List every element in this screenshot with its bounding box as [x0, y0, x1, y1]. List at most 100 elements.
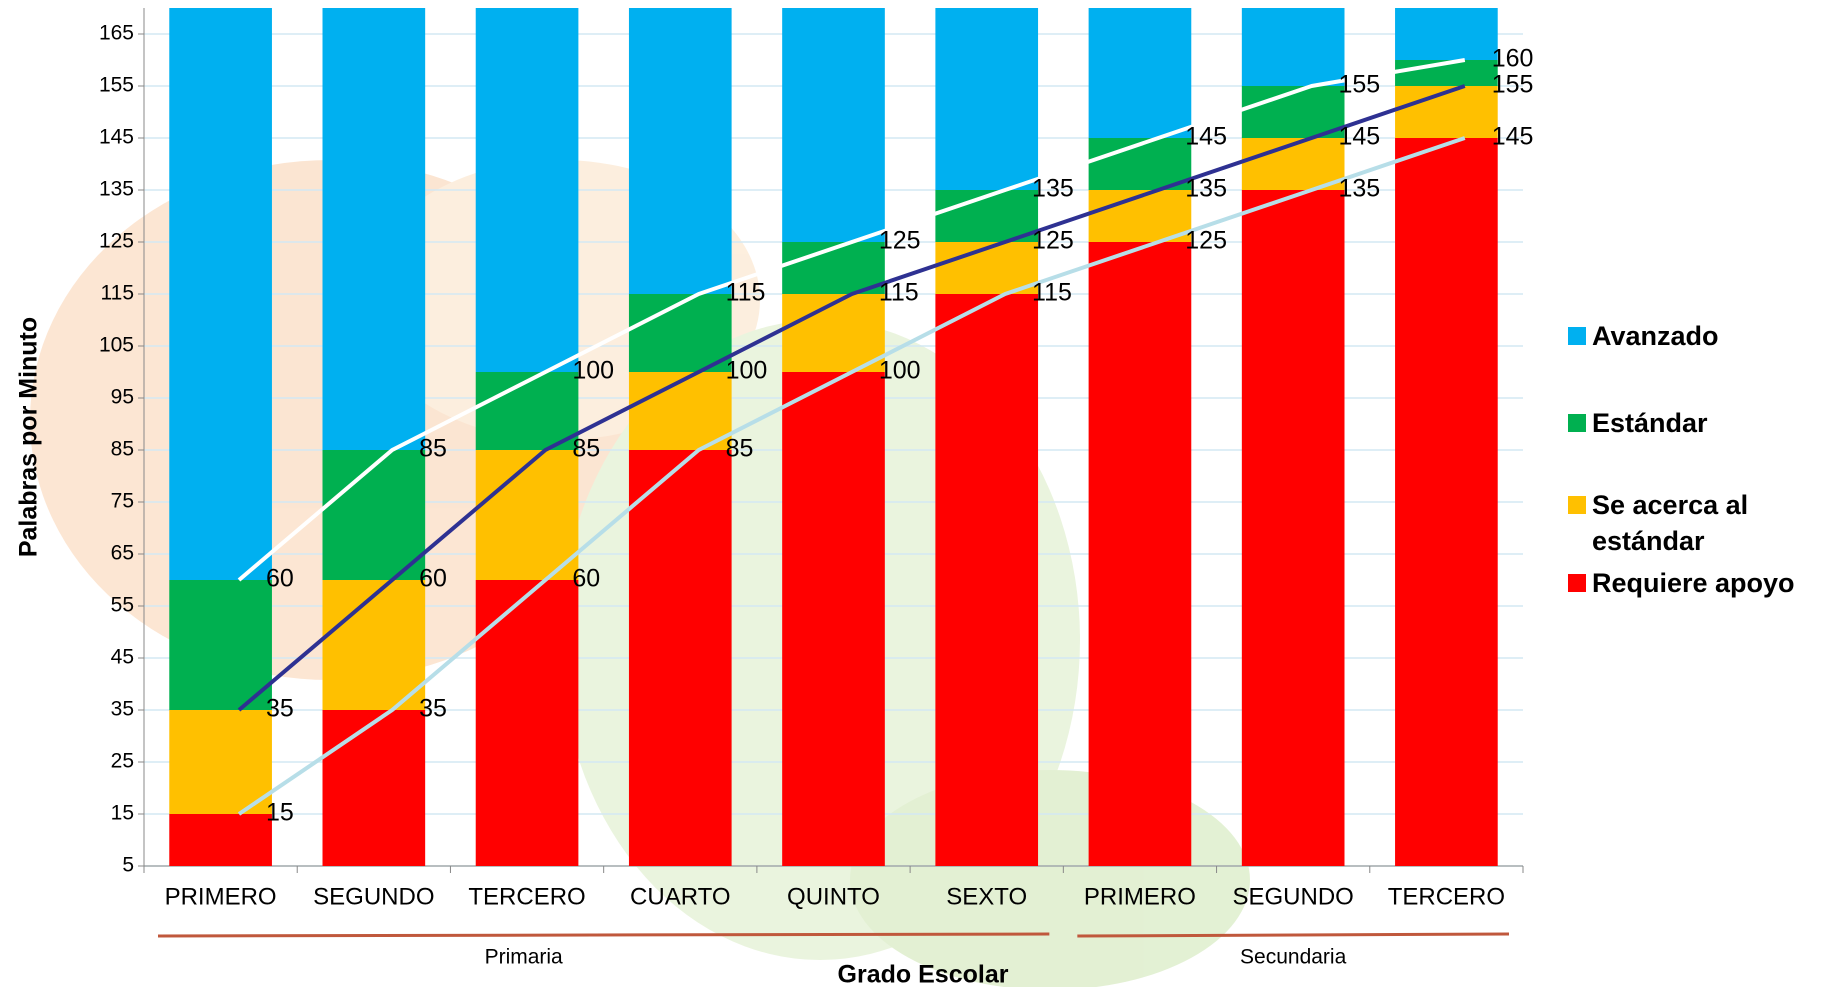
bar-segment [1088, 242, 1192, 866]
data-label: 85 [419, 435, 447, 463]
bar-segment [935, 294, 1039, 866]
legend-item: Avanzado [1568, 318, 1828, 354]
group-label: Primaria [485, 946, 563, 969]
bar-segment [1395, 138, 1498, 866]
data-label: 160 [1492, 45, 1534, 73]
bar-segment [475, 372, 579, 450]
legend-swatch [1568, 496, 1586, 514]
x-tick-label: TERCERO [1388, 883, 1505, 910]
data-label: 100 [726, 357, 768, 385]
legend-label: Estándar [1592, 408, 1708, 438]
y-axis-title: Palabras por Minuto [15, 317, 43, 557]
data-label: 155 [1338, 71, 1380, 99]
legend-swatch [1568, 327, 1586, 345]
bar-segment [782, 372, 885, 866]
data-label: 60 [266, 565, 294, 593]
legend-item: Requiere apoyo [1568, 565, 1828, 601]
group-line [1077, 932, 1510, 938]
bar-segment [628, 450, 732, 866]
bar-segment [1241, 138, 1345, 190]
x-tick-label: TERCERO [468, 883, 585, 910]
x-tick-label: SEGUNDO [1232, 883, 1353, 910]
data-label: 125 [1185, 227, 1227, 255]
data-label: 100 [879, 357, 921, 385]
data-label: 145 [1185, 123, 1227, 151]
data-label: 115 [726, 279, 766, 307]
bar-segment [935, 242, 1039, 294]
labels: 5 15 25 35 45 55 65 75 85 95 105 115 125 135 145 155 165… [99, 22, 1533, 969]
data-label: 135 [1338, 175, 1380, 203]
bars [169, 8, 1498, 866]
y-tick-label: 105 [99, 334, 134, 357]
x-axis-title: Grado Escolar [838, 961, 1009, 987]
data-label: 85 [572, 435, 600, 463]
bar-segment [322, 580, 426, 710]
y-tick-label: 45 [111, 646, 134, 669]
bar-segment [169, 710, 272, 814]
y-tick-label: 5 [122, 854, 134, 877]
bar-segment [935, 190, 1039, 242]
bar-segment [1241, 190, 1345, 866]
data-label: 115 [879, 279, 919, 307]
bar-segment [782, 294, 885, 372]
legend-label: Se acerca al estándar [1592, 490, 1749, 556]
data-label: 60 [572, 565, 600, 593]
bar-segment [1395, 8, 1498, 60]
y-tick-label: 85 [111, 438, 134, 461]
lines [237, 58, 1466, 816]
y-tick-label: 115 [101, 282, 134, 305]
data-label: 155 [1492, 71, 1534, 99]
bar-segment [628, 372, 732, 450]
x-tick-label: SEGUNDO [313, 883, 434, 910]
bar-segment [1088, 138, 1192, 190]
y-tick-label: 35 [111, 698, 134, 721]
bar-segment [1088, 8, 1192, 138]
y-tick-label: 95 [111, 386, 134, 409]
data-label: 125 [1032, 227, 1074, 255]
threshold-line [237, 58, 1466, 582]
legend: Avanzado Estándar Se acerca al estándar Req… [1568, 318, 1828, 601]
threshold-line [237, 136, 1466, 816]
legend-swatch [1568, 574, 1586, 592]
x-tick-label: PRIMERO [165, 883, 277, 910]
bar-segment [782, 242, 885, 294]
group-line [157, 932, 1050, 938]
y-tick-label: 25 [111, 750, 134, 773]
y-tick-label: 125 [99, 230, 134, 253]
bar-segment [1241, 86, 1345, 138]
bar-segment [322, 450, 426, 580]
data-label: 35 [419, 695, 447, 723]
y-tick-label: 165 [99, 22, 134, 45]
y-tick-label: 135 [99, 178, 134, 201]
bar-segment [169, 580, 272, 710]
data-label: 125 [879, 227, 921, 255]
data-label: 15 [266, 799, 294, 827]
bar-segment [628, 294, 732, 372]
bar-segment [628, 8, 732, 294]
data-label: 145 [1338, 123, 1380, 151]
x-tick-label: PRIMERO [1084, 883, 1196, 910]
y-tick-label: 155 [99, 74, 134, 97]
data-label: 145 [1492, 123, 1534, 151]
legend-label: Avanzado [1592, 321, 1719, 351]
y-tick-label: 75 [111, 490, 134, 513]
x-tick-label: SEXTO [946, 883, 1027, 910]
legend-label: Requiere apoyo [1592, 568, 1795, 598]
data-label: 135 [1185, 175, 1227, 203]
data-label: 35 [266, 695, 294, 723]
y-tick-label: 65 [111, 542, 134, 565]
x-tick-label: QUINTO [787, 883, 880, 910]
data-label: 60 [419, 565, 447, 593]
bar-segment [1088, 190, 1192, 242]
legend-item: Se acerca al estándar [1568, 487, 1828, 559]
bar-segment [935, 8, 1039, 190]
bar-segment [782, 8, 885, 242]
y-tick-label: 145 [99, 126, 134, 149]
bar-segment [1241, 8, 1345, 86]
bar-segment [475, 8, 579, 372]
y-tick-label: 55 [111, 594, 134, 617]
data-label: 100 [572, 357, 614, 385]
legend-swatch [1568, 414, 1586, 432]
